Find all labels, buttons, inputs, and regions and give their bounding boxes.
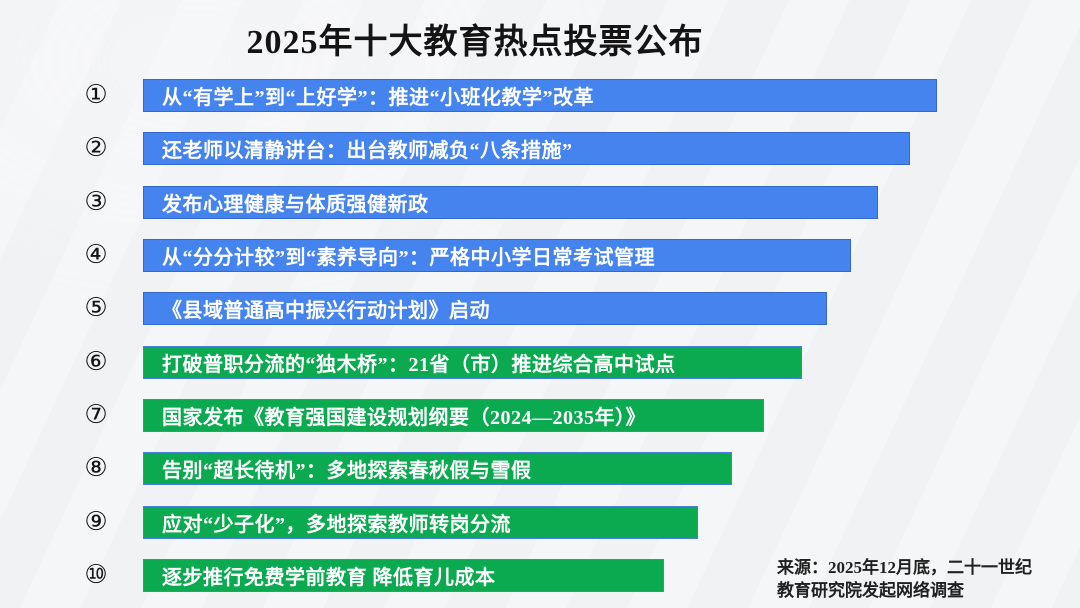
rank-bar-4: 从“分分计较”到“素养导向”：严格中小学日常考试管理 — [143, 239, 851, 272]
source-note: 来源：2025年12月底，二十一世纪 教育研究院发起网络调查 — [777, 556, 1077, 602]
rank-badge-5: ⑤ — [84, 293, 108, 323]
bar-label-8: 告别“超长待机”：多地探索春秋假与雪假 — [162, 460, 532, 482]
chart-row-6: ⑥ 打破普职分流的“独木桥”：21省（市）推进综合高中试点 — [0, 346, 1080, 379]
chart-row-7: ⑦ 国家发布《教育强国建设规划纲要（2024—2035年）》 — [0, 399, 1080, 432]
rank-bar-1: 从“有学上”到“上好学”：推进“小班化教学”改革 — [143, 79, 937, 112]
bar-label-9: 应对“少子化”，多地探索教师转岗分流 — [162, 514, 511, 536]
chart-row-3: ③ 发布心理健康与体质强健新政 — [0, 186, 1080, 219]
rank-badge-10: ⑩ — [84, 560, 108, 590]
chart-row-4: ④ 从“分分计较”到“素养导向”：严格中小学日常考试管理 — [0, 239, 1080, 272]
rank-badge-3: ③ — [84, 187, 108, 217]
rank-badge-6: ⑥ — [84, 347, 108, 377]
chart-row-1: ① 从“有学上”到“上好学”：推进“小班化教学”改革 — [0, 79, 1080, 112]
chart-row-10: ⑩ 逐步推行免费学前教育 降低育儿成本 — [0, 559, 1080, 592]
rank-bar-3: 发布心理健康与体质强健新政 — [143, 186, 878, 219]
bar-label-4: 从“分分计较”到“素养导向”：严格中小学日常考试管理 — [162, 247, 655, 269]
chart-title: 2025年十大教育热点投票公布 — [246, 24, 704, 61]
rank-badge-8: ⑧ — [84, 453, 108, 483]
rank-badge-2: ② — [84, 133, 108, 163]
chart-row-9: ⑨ 应对“少子化”，多地探索教师转岗分流 — [0, 506, 1080, 539]
bar-label-7: 国家发布《教育强国建设规划纲要（2024—2035年）》 — [162, 407, 646, 429]
rank-badge-4: ④ — [84, 240, 108, 270]
bar-label-10: 逐步推行免费学前教育 降低育儿成本 — [162, 567, 496, 589]
chart-row-5: ⑤ 《县域普通高中振兴行动计划》启动 — [0, 292, 1080, 325]
source-note-line1: 来源：2025年12月底，二十一世纪 — [777, 558, 1032, 577]
rank-bar-5: 《县域普通高中振兴行动计划》启动 — [143, 292, 827, 325]
bar-label-6: 打破普职分流的“独木桥”：21省（市）推进综合高中试点 — [162, 354, 676, 376]
chart-row-8: ⑧ 告别“超长待机”：多地探索春秋假与雪假 — [0, 452, 1080, 485]
source-note-line2: 教育研究院发起网络调查 — [777, 581, 964, 600]
rank-bar-6: 打破普职分流的“独木桥”：21省（市）推进综合高中试点 — [143, 346, 802, 379]
bar-label-1: 从“有学上”到“上好学”：推进“小班化教学”改革 — [162, 87, 594, 109]
rank-badge-9: ⑨ — [84, 507, 108, 537]
chart-row-2: ② 还老师以清静讲台：出台教师减负“八条措施” — [0, 132, 1080, 165]
rank-badge-7: ⑦ — [84, 400, 108, 430]
rank-bar-2: 还老师以清静讲台：出台教师减负“八条措施” — [143, 132, 910, 165]
bar-label-3: 发布心理健康与体质强健新政 — [162, 194, 429, 216]
rank-bar-7: 国家发布《教育强国建设规划纲要（2024—2035年）》 — [143, 399, 764, 432]
rank-bar-10: 逐步推行免费学前教育 降低育儿成本 — [143, 559, 664, 592]
rank-bar-9: 应对“少子化”，多地探索教师转岗分流 — [143, 506, 698, 539]
bar-label-5: 《县域普通高中振兴行动计划》启动 — [162, 300, 490, 322]
rank-badge-1: ① — [84, 80, 108, 110]
rank-bar-8: 告别“超长待机”：多地探索春秋假与雪假 — [143, 452, 732, 485]
bar-label-2: 还老师以清静讲台：出台教师减负“八条措施” — [162, 140, 573, 162]
